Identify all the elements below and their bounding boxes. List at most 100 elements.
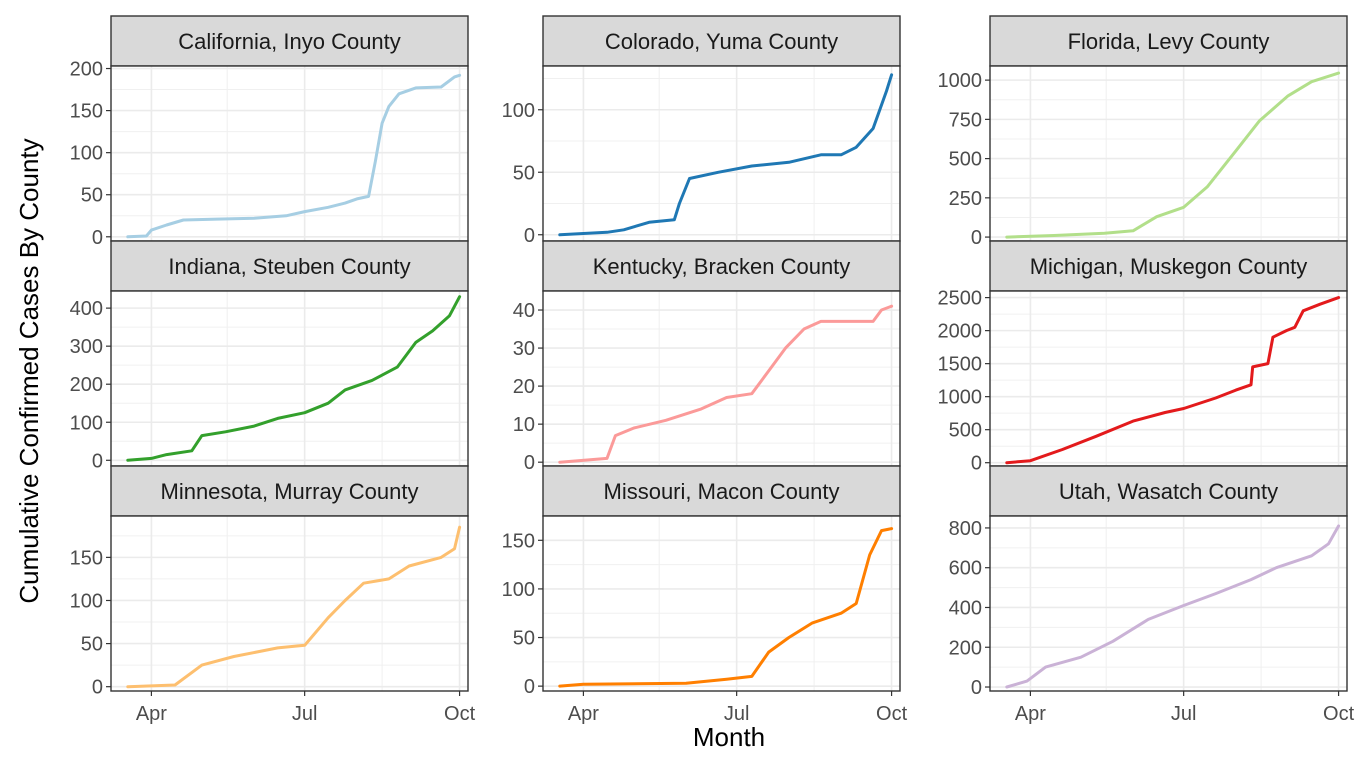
y-tick-label: 200 <box>949 637 982 659</box>
series-line <box>1005 296 1341 465</box>
facet-panel: Colorado, Yuma County 0 50 100 <box>502 15 901 247</box>
facet-panel: Minnesota, Murray County 0 50 100 150 Apr Jul O… <box>70 465 476 725</box>
facet-panel: Michigan, Muskegon County 0 500 1000 1500 200… <box>938 240 1348 475</box>
y-tick-label: 0 <box>92 227 103 249</box>
y-tick-label: 600 <box>949 558 982 580</box>
panel-border <box>110 515 469 692</box>
facet-strip <box>110 465 469 517</box>
y-tick-label: 150 <box>502 530 535 552</box>
y-tick-label: 10 <box>513 414 535 436</box>
facet-strip <box>542 465 901 517</box>
y-tick-label: 30 <box>513 338 535 360</box>
facet-strip <box>542 15 901 67</box>
panel-border <box>542 515 901 692</box>
y-tick-label: 50 <box>81 185 103 207</box>
x-tick-label: Oct <box>1323 703 1355 725</box>
y-tick-label: 2000 <box>938 321 983 343</box>
x-tick-label: Apr <box>136 703 167 725</box>
facet-panel: Utah, Wasatch County 0 200 400 600 800 Apr Jul O… <box>949 465 1355 725</box>
y-tick-label: 800 <box>949 518 982 540</box>
x-tick-label: Oct <box>876 703 908 725</box>
x-tick-label: Jul <box>292 703 318 725</box>
facet-panel: Indiana, Steuben County 0 100 200 300 400 <box>70 240 469 472</box>
facet-strip <box>110 15 469 67</box>
y-tick-label: 50 <box>81 634 103 656</box>
x-tick-label: Jul <box>724 703 750 725</box>
y-tick-label: 100 <box>502 100 535 122</box>
y-tick-label: 0 <box>92 450 103 472</box>
y-tick-label: 0 <box>971 453 982 475</box>
series-line <box>1005 524 1341 689</box>
series-line <box>126 295 462 462</box>
plot-background <box>111 66 468 241</box>
y-tick-label: 0 <box>971 677 982 699</box>
y-tick-label: 40 <box>513 300 535 322</box>
y-tick-label: 0 <box>92 677 103 699</box>
y-tick-label: 50 <box>513 162 535 184</box>
y-tick-label: 1000 <box>938 387 983 409</box>
facet-strip <box>989 465 1348 517</box>
x-tick-label: Oct <box>444 703 476 725</box>
y-tick-label: 200 <box>70 59 103 81</box>
y-tick-label: 100 <box>70 143 103 165</box>
facet-strip <box>989 15 1348 67</box>
y-tick-label: 400 <box>70 298 103 320</box>
facet-strip-title: Michigan, Muskegon County <box>1030 254 1308 279</box>
facet-strip <box>542 240 901 292</box>
y-tick-label: 0 <box>971 227 982 249</box>
facet-strip-title: Minnesota, Murray County <box>161 479 419 504</box>
y-tick-label: 100 <box>70 590 103 612</box>
y-tick-label: 400 <box>949 597 982 619</box>
facet-strip-title: Florida, Levy County <box>1068 29 1270 54</box>
facet-strip-title: Missouri, Macon County <box>604 479 840 504</box>
facet-strip-title: Kentucky, Bracken County <box>593 254 851 279</box>
x-axis-title: Month <box>693 722 765 752</box>
y-tick-label: 50 <box>513 628 535 650</box>
plot-background <box>990 516 1347 691</box>
y-tick-label: 2500 <box>938 288 983 310</box>
y-tick-label: 750 <box>949 109 982 131</box>
x-tick-label: Apr <box>568 703 599 725</box>
y-tick-label: 300 <box>70 336 103 358</box>
y-tick-label: 20 <box>513 376 535 398</box>
y-tick-label: 150 <box>70 101 103 123</box>
plot-background <box>111 516 468 691</box>
facet-strip-title: Colorado, Yuma County <box>605 29 838 54</box>
facet-strip-title: Indiana, Steuben County <box>168 254 410 279</box>
facet-panel: Missouri, Macon County 0 50 100 150 Apr Jul Oct <box>502 465 908 725</box>
x-tick-label: Apr <box>1015 703 1046 725</box>
series-line <box>126 525 462 689</box>
facet-strip-title: Utah, Wasatch County <box>1059 479 1278 504</box>
y-tick-label: 150 <box>70 547 103 569</box>
y-tick-label: 500 <box>949 420 982 442</box>
facet-panel: Florida, Levy County 0 250 500 750 1000 <box>938 15 1348 249</box>
facet-panels: California, Inyo County050100150200Color… <box>70 15 1355 725</box>
y-axis-title: Cumulative Confirmed Cases By County <box>14 138 44 603</box>
y-tick-label: 1500 <box>938 354 983 376</box>
y-tick-label: 200 <box>70 374 103 396</box>
facet-panel: California, Inyo County 0 50 100 150 200 <box>70 15 469 249</box>
series-line <box>558 527 894 688</box>
facet-strip-title: California, Inyo County <box>178 29 401 54</box>
plot-background <box>990 291 1347 466</box>
series-line <box>126 73 462 239</box>
series-line <box>558 304 894 464</box>
y-tick-label: 0 <box>524 676 535 698</box>
series-line <box>1005 71 1341 239</box>
y-tick-label: 0 <box>524 225 535 247</box>
y-tick-label: 1000 <box>938 70 983 92</box>
y-tick-label: 250 <box>949 188 982 210</box>
facet-panel: Kentucky, Bracken County 0 10 20 30 40 <box>513 240 901 474</box>
y-tick-label: 0 <box>524 452 535 474</box>
panel-border <box>989 515 1348 692</box>
x-tick-label: Jul <box>1171 703 1197 725</box>
y-tick-label: 100 <box>70 412 103 434</box>
facet-strip <box>110 240 469 292</box>
plot-background <box>111 291 468 466</box>
series-line <box>558 73 894 237</box>
y-tick-label: 100 <box>502 579 535 601</box>
y-tick-label: 500 <box>949 149 982 171</box>
plot-background <box>543 516 900 691</box>
plot-background <box>543 291 900 466</box>
